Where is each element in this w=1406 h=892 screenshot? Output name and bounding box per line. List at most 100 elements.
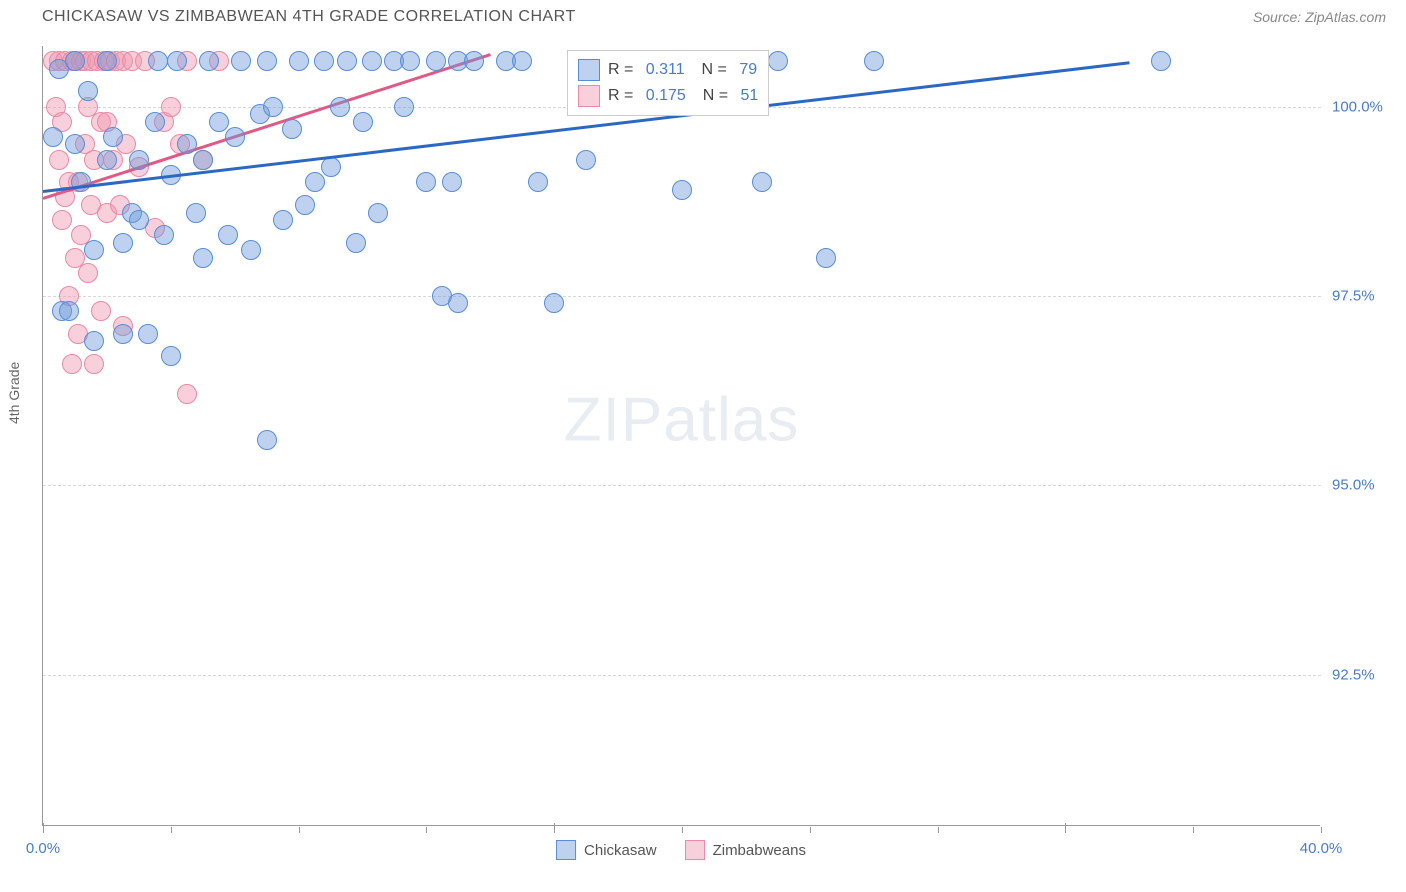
chickasaw-point — [138, 324, 158, 344]
chickasaw-point — [129, 210, 149, 230]
chickasaw-point — [257, 51, 277, 71]
chickasaw-point — [113, 233, 133, 253]
chickasaw-point — [84, 240, 104, 260]
chickasaw-point — [576, 150, 596, 170]
x-tick — [682, 827, 683, 833]
y-axis-label: 4th Grade — [6, 362, 22, 424]
source-attribution: Source: ZipAtlas.com — [1253, 9, 1386, 25]
chickasaw-point — [59, 301, 79, 321]
chickasaw-point — [241, 240, 261, 260]
chickasaw-point — [282, 119, 302, 139]
zimbabweans-point — [84, 354, 104, 374]
legend-swatch — [556, 840, 576, 860]
chickasaw-point — [464, 51, 484, 71]
x-tick — [938, 827, 939, 833]
chickasaw-point — [113, 324, 133, 344]
stats-row: R = 0.311 N = 79 — [578, 57, 758, 83]
y-tick-label: 97.5% — [1332, 287, 1392, 304]
chickasaw-point — [448, 293, 468, 313]
grid-line — [43, 296, 1321, 297]
chickasaw-point — [145, 112, 165, 132]
chickasaw-point — [512, 51, 532, 71]
chickasaw-point — [97, 51, 117, 71]
chickasaw-point — [528, 172, 548, 192]
chickasaw-point — [289, 51, 309, 71]
zimbabweans-point — [78, 263, 98, 283]
chickasaw-point — [78, 81, 98, 101]
chickasaw-point — [161, 346, 181, 366]
chickasaw-point — [400, 51, 420, 71]
chickasaw-point — [864, 51, 884, 71]
chickasaw-point — [193, 248, 213, 268]
watermark: ZIPatlas — [564, 384, 799, 455]
legend-item: Zimbabweans — [685, 840, 806, 860]
legend-swatch — [685, 840, 705, 860]
y-tick-label: 100.0% — [1332, 98, 1392, 115]
y-tick-label: 95.0% — [1332, 477, 1392, 494]
chickasaw-point — [199, 51, 219, 71]
chickasaw-point — [97, 150, 117, 170]
legend-label: Chickasaw — [584, 842, 657, 859]
x-tick — [43, 823, 44, 833]
chickasaw-point — [225, 127, 245, 147]
chickasaw-point — [321, 157, 341, 177]
stats-swatch — [578, 59, 600, 81]
x-tick-label: 0.0% — [26, 840, 60, 857]
x-tick — [554, 823, 555, 833]
chickasaw-point — [129, 150, 149, 170]
x-tick — [1321, 827, 1322, 833]
stats-n-label: N = — [693, 61, 732, 79]
stats-n-value: 51 — [741, 87, 759, 105]
chickasaw-point — [186, 203, 206, 223]
chickasaw-point — [330, 97, 350, 117]
chickasaw-point — [65, 134, 85, 154]
zimbabweans-point — [177, 384, 197, 404]
chickasaw-point — [263, 97, 283, 117]
chickasaw-point — [154, 225, 174, 245]
chickasaw-point — [167, 51, 187, 71]
stats-n-value: 79 — [739, 61, 757, 79]
grid-line — [43, 485, 1321, 486]
chickasaw-point — [346, 233, 366, 253]
x-tick — [1193, 827, 1194, 833]
legend-label: Zimbabweans — [713, 842, 806, 859]
chickasaw-point — [368, 203, 388, 223]
zimbabweans-point — [161, 97, 181, 117]
chickasaw-point — [353, 112, 373, 132]
x-tick — [810, 827, 811, 833]
chickasaw-point — [544, 293, 564, 313]
chickasaw-point — [193, 150, 213, 170]
chickasaw-point — [305, 172, 325, 192]
zimbabweans-point — [49, 150, 69, 170]
plot-area: ZIPatlas 92.5%95.0%97.5%100.0%0.0%40.0%R… — [42, 46, 1320, 826]
stats-r-value: 0.175 — [646, 87, 686, 105]
chickasaw-point — [71, 172, 91, 192]
legend-item: Chickasaw — [556, 840, 657, 860]
chickasaw-point — [442, 172, 462, 192]
x-tick — [299, 827, 300, 833]
chickasaw-point — [1151, 51, 1171, 71]
chickasaw-point — [218, 225, 238, 245]
chickasaw-point — [43, 127, 63, 147]
x-tick-label: 40.0% — [1300, 840, 1343, 857]
x-tick — [1065, 823, 1066, 833]
zimbabweans-point — [52, 210, 72, 230]
chickasaw-point — [295, 195, 315, 215]
chickasaw-point — [672, 180, 692, 200]
grid-line — [43, 675, 1321, 676]
chickasaw-point — [816, 248, 836, 268]
chickasaw-point — [752, 172, 772, 192]
x-tick — [426, 827, 427, 833]
chickasaw-point — [768, 51, 788, 71]
header: CHICKASAW VS ZIMBABWEAN 4TH GRADE CORREL… — [0, 0, 1406, 34]
chickasaw-point — [65, 51, 85, 71]
stats-r-label: R = — [608, 87, 638, 105]
stats-box: R = 0.311 N = 79R = 0.175 N = 51 — [567, 50, 769, 116]
chart-container: ZIPatlas 92.5%95.0%97.5%100.0%0.0%40.0%R… — [42, 46, 1320, 826]
chickasaw-point — [103, 127, 123, 147]
chickasaw-point — [426, 51, 446, 71]
chickasaw-point — [394, 97, 414, 117]
chickasaw-point — [337, 51, 357, 71]
stats-r-label: R = — [608, 61, 638, 79]
stats-r-value: 0.311 — [646, 61, 685, 79]
